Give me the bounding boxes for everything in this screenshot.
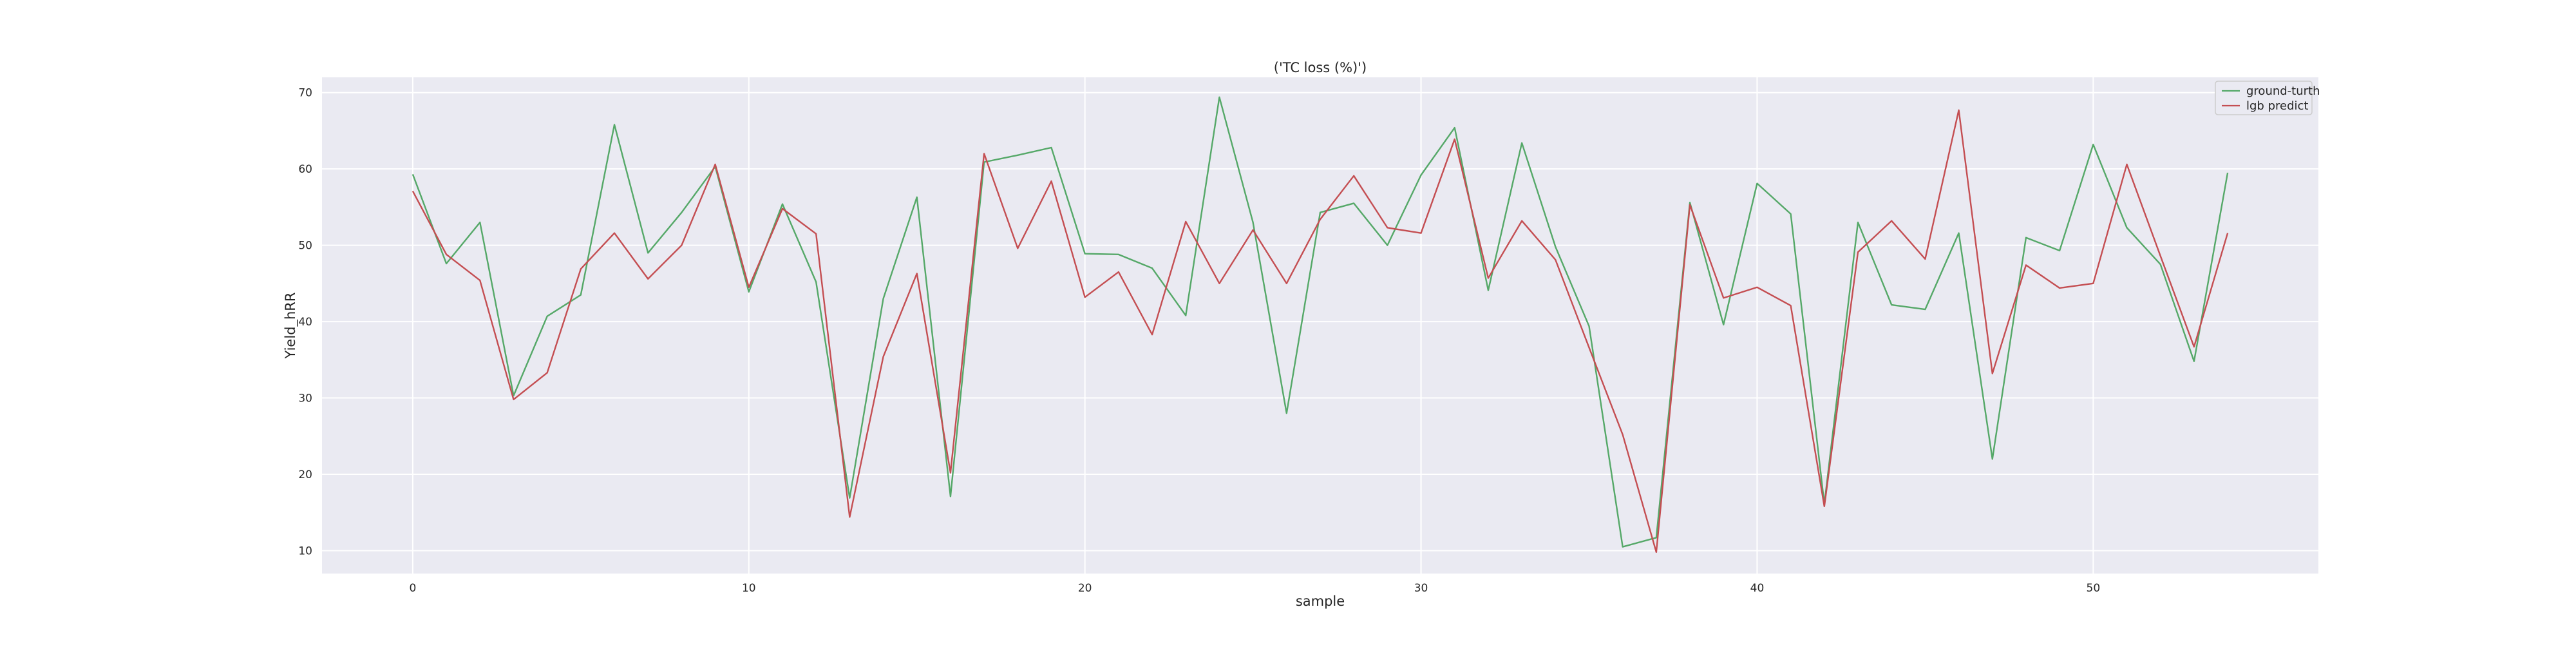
chart-title: ('TC loss (%)') bbox=[1274, 60, 1367, 75]
y-tick-label: 10 bbox=[298, 545, 312, 557]
y-tick-label: 40 bbox=[298, 316, 312, 329]
x-tick-label: 20 bbox=[1078, 582, 1092, 595]
y-tick-label: 70 bbox=[298, 87, 312, 100]
legend-label-lgb-predict: lgb predict bbox=[2246, 99, 2308, 113]
x-tick-label: 50 bbox=[2087, 582, 2101, 595]
y-axis-label: Yield_hRR bbox=[283, 293, 299, 360]
series-lines bbox=[412, 96, 2229, 554]
y-tick-label: 20 bbox=[298, 468, 312, 481]
x-tick-label: 10 bbox=[742, 582, 756, 595]
x-tick-label: 0 bbox=[409, 582, 416, 595]
y-tick-label: 60 bbox=[298, 163, 312, 176]
x-tick-label: 40 bbox=[1750, 582, 1765, 595]
legend-label-ground-turth: ground-turth bbox=[2246, 84, 2320, 98]
x-axis-label: sample bbox=[1296, 594, 1345, 609]
tick-labels: 0 10 20 30 40 50 10 20 30 40 50 60 70 bbox=[298, 87, 2100, 595]
legend: ground-turth lgb predict bbox=[2215, 81, 2320, 115]
series-line-lgb-predict bbox=[412, 109, 2229, 554]
x-tick-label: 30 bbox=[1414, 582, 1428, 595]
y-tick-label: 50 bbox=[298, 240, 312, 253]
y-tick-label: 30 bbox=[298, 392, 312, 405]
